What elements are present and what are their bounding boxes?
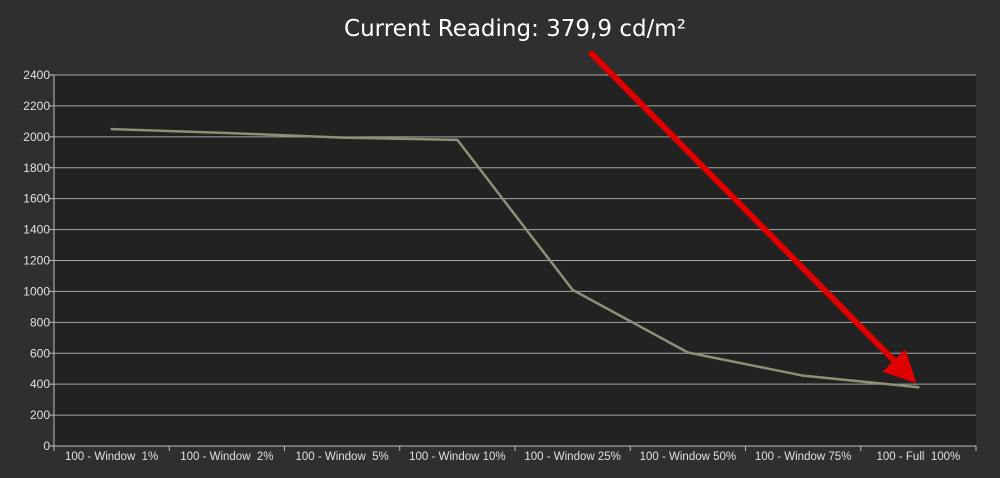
y-tick-label: 1600 bbox=[23, 192, 50, 206]
y-tick-label: 2200 bbox=[23, 99, 50, 113]
y-tick-label: 200 bbox=[30, 408, 50, 422]
y-tick-label: 1200 bbox=[23, 254, 50, 268]
y-tick-label: 1800 bbox=[23, 161, 50, 175]
annotation-arrow-head bbox=[882, 349, 917, 384]
y-tick-label: 2000 bbox=[23, 130, 50, 144]
chart-title: Current Reading: 379,9 cd/m² bbox=[344, 16, 686, 42]
x-tick-label: 100 - Window 10% bbox=[409, 451, 506, 463]
y-tick-label: 0 bbox=[43, 439, 50, 453]
annotation-arrow-shaft bbox=[587, 49, 898, 364]
series-line bbox=[110, 127, 920, 389]
x-tick-label: 100 - Full 100% bbox=[877, 451, 961, 463]
x-tick-label: 100 - Window 75% bbox=[755, 451, 852, 463]
y-tick-label: 2400 bbox=[23, 68, 50, 82]
y-tick-label: 600 bbox=[30, 346, 50, 360]
x-tick-label: 100 - Window 2% bbox=[180, 451, 273, 463]
y-tick-label: 400 bbox=[30, 377, 50, 391]
x-tick-label: 100 - Window 5% bbox=[295, 451, 388, 463]
x-tick-label: 100 - Window 50% bbox=[640, 451, 737, 463]
x-tick-label: 100 - Window 25% bbox=[524, 451, 621, 463]
y-tick-label: 1000 bbox=[23, 284, 50, 298]
y-tick-label: 800 bbox=[30, 315, 50, 329]
y-tick-label: 1400 bbox=[23, 223, 50, 237]
x-tick-label: 100 - Window 1% bbox=[65, 451, 158, 463]
